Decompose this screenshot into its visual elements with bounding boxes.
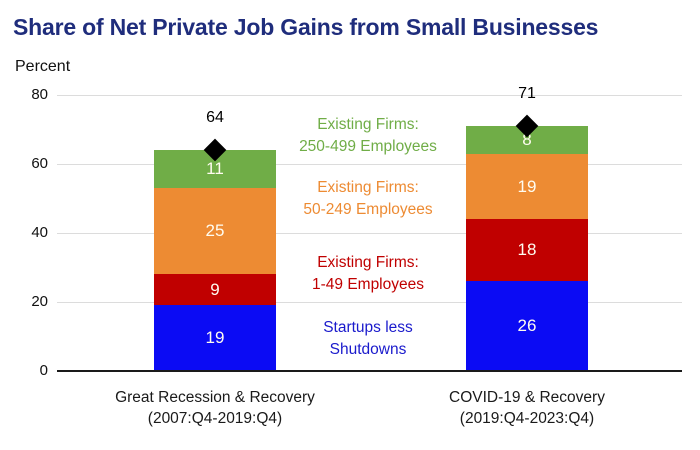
total-value-label: 64 — [206, 109, 224, 127]
bar-segment-value: 26 — [517, 316, 537, 336]
legend-item-line: 250-499 Employees — [299, 138, 437, 155]
legend-item: Existing Firms: 250-499 Employees — [281, 114, 455, 158]
bar-segment — [466, 281, 588, 371]
x-category-label: COVID-19 & Recovery (2019:Q4-2023:Q4) — [387, 387, 667, 429]
bar-segment — [154, 188, 276, 275]
y-tick-label-40: 40 — [31, 224, 48, 241]
x-category-label-line: COVID-19 & Recovery — [449, 389, 605, 406]
gridline-60 — [57, 163, 682, 165]
bar-segment-value: 19 — [517, 176, 537, 196]
total-value-label: 71 — [518, 85, 536, 103]
chart-title: Share of Net Private Job Gains from Smal… — [13, 14, 599, 40]
y-tick-label-20: 20 — [31, 293, 48, 310]
legend-item: Startups less Shutdowns — [281, 317, 455, 361]
bar-segment-value: 9 — [210, 280, 220, 300]
legend-item-line: Existing Firms: — [317, 179, 419, 196]
legend-item: Existing Firms: 1-49 Employees — [281, 252, 455, 296]
legend-item: Existing Firms: 50-249 Employees — [281, 177, 455, 221]
bar-segment-value: 18 — [517, 240, 537, 260]
x-category-label: Great Recession & Recovery (2007:Q4-2019:… — [75, 387, 355, 429]
bar-segment — [154, 274, 276, 306]
legend-item-line: Shutdowns — [329, 341, 407, 358]
legend-item-line: Existing Firms: — [317, 254, 419, 271]
legend-item-line: 50-249 Employees — [303, 201, 433, 218]
y-axis-unit-label: Percent — [15, 58, 71, 75]
legend-item-line: Existing Firms: — [317, 116, 419, 133]
bar-segment — [466, 153, 588, 220]
y-tick-label-0: 0 — [39, 362, 48, 379]
x-category-label-line: (2019:Q4-2023:Q4) — [459, 410, 595, 427]
bar-segment — [154, 305, 276, 371]
legend-item-line: Startups less — [323, 319, 413, 336]
gridline-40 — [57, 232, 682, 234]
x-category-label-line: Great Recession & Recovery — [115, 389, 315, 406]
bar-segment — [466, 219, 588, 282]
y-tick-label-60: 60 — [31, 155, 48, 172]
x-category-label-line: (2007:Q4-2019:Q4) — [147, 410, 283, 427]
bar-segment-value: 25 — [205, 221, 225, 241]
x-axis-line — [57, 370, 682, 372]
legend-item-line: 1-49 Employees — [311, 276, 424, 293]
bar-segment-value: 11 — [206, 159, 224, 179]
gridline-20 — [57, 301, 682, 303]
bar-segment-value: 19 — [205, 328, 225, 348]
gridline-80 — [57, 94, 682, 96]
y-tick-label-80: 80 — [31, 86, 48, 103]
bar-segment-value: 8 — [522, 130, 532, 150]
